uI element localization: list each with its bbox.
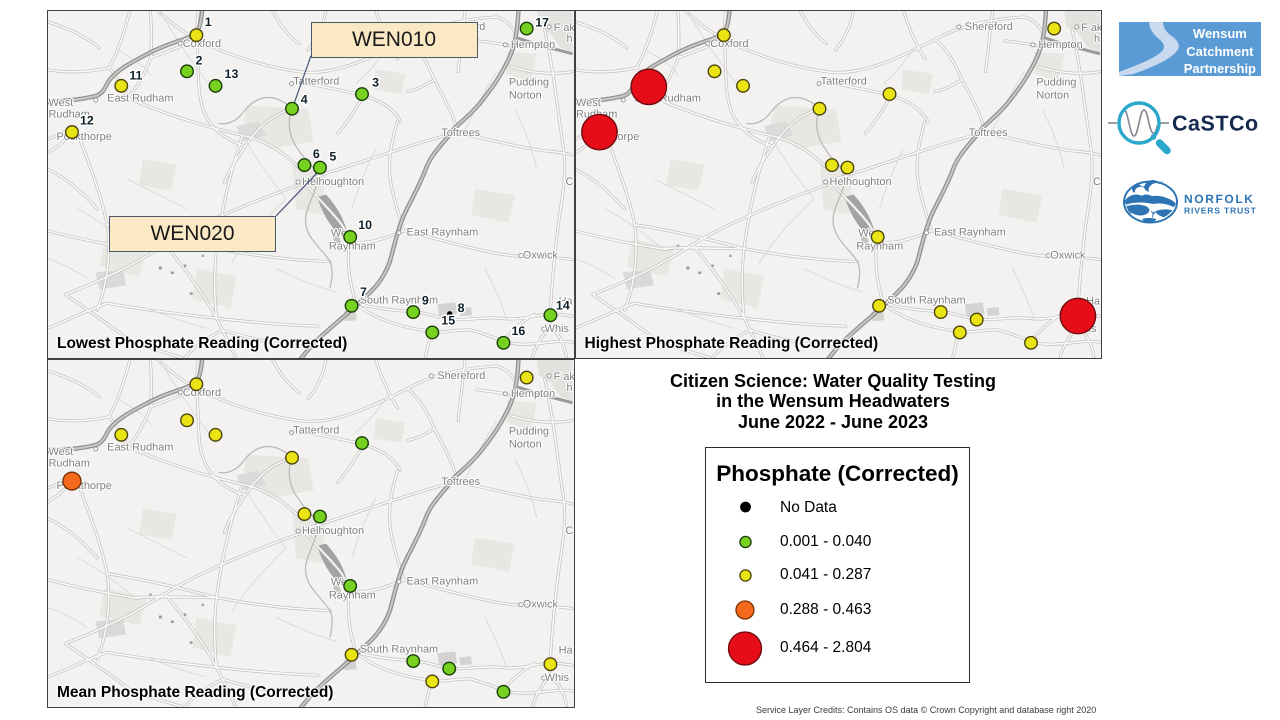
svg-text:16: 16: [511, 324, 525, 338]
svg-text:11: 11: [129, 69, 142, 83]
svg-text:4: 4: [301, 93, 308, 107]
svg-text:6: 6: [313, 147, 320, 161]
svg-text:NORFOLK: NORFOLK: [1184, 192, 1255, 206]
svg-text:15: 15: [441, 314, 455, 328]
svg-text:CaSTCo: CaSTCo: [1172, 112, 1259, 136]
svg-text:5: 5: [329, 150, 336, 164]
svg-text:2: 2: [195, 54, 202, 68]
svg-text:9: 9: [422, 293, 429, 307]
svg-text:10: 10: [358, 218, 372, 232]
svg-text:17: 17: [535, 15, 549, 29]
svg-text:12: 12: [80, 113, 94, 127]
svg-text:3: 3: [372, 76, 379, 90]
svg-text:7: 7: [360, 285, 367, 299]
svg-text:1: 1: [205, 15, 212, 29]
svg-text:14: 14: [556, 298, 570, 312]
svg-text:13: 13: [225, 67, 239, 81]
svg-text:RIVERS TRUST: RIVERS TRUST: [1184, 206, 1257, 216]
svg-text:8: 8: [458, 301, 465, 315]
